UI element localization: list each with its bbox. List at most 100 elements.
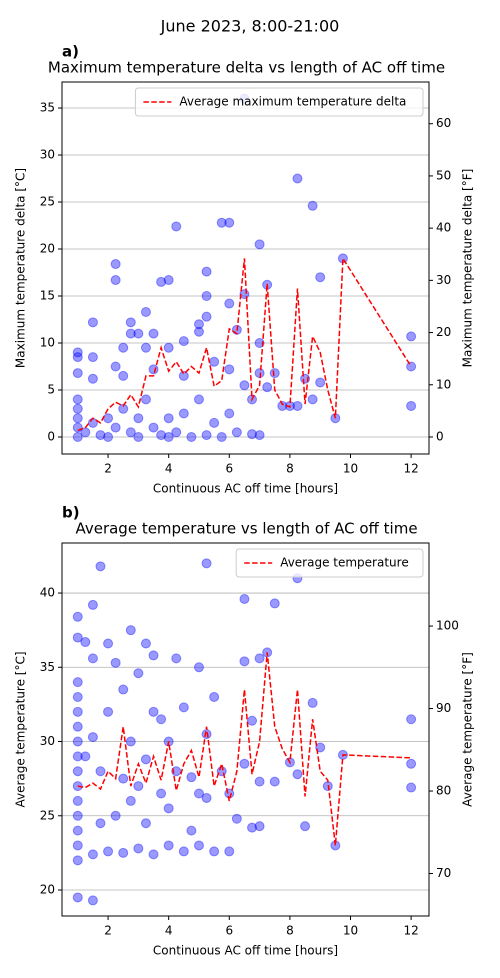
scatter-point	[300, 821, 311, 832]
scatter-point	[72, 795, 83, 806]
scatter-point	[163, 803, 174, 814]
scatter-point	[156, 714, 167, 725]
y-tick-label: 30	[40, 148, 55, 162]
scatter-point	[239, 656, 250, 667]
scatter-point	[133, 328, 144, 339]
scatter-point	[72, 825, 83, 836]
scatter-point	[80, 751, 91, 762]
x-tick-label: 12	[403, 462, 418, 476]
y-tick-label: 20	[40, 242, 55, 256]
scatter-point	[254, 776, 265, 787]
scatter-point	[72, 736, 83, 747]
y2-tick-label: 100	[436, 619, 459, 633]
scatter-point	[140, 342, 151, 353]
scatter-point	[125, 625, 136, 636]
scatter-point	[72, 751, 83, 762]
scatter-point	[95, 818, 106, 829]
scatter-point	[201, 792, 212, 803]
chart-title: Average temperature vs length of AC off …	[75, 520, 417, 538]
scatter-point	[315, 377, 326, 388]
scatter-point	[307, 394, 318, 405]
y-tick-label: 5	[47, 382, 55, 396]
scatter-point	[72, 413, 83, 424]
scatter-point	[133, 843, 144, 854]
scatter-point	[216, 217, 227, 228]
scatter-point	[163, 342, 174, 353]
scatter-point	[269, 776, 280, 787]
scatter-point	[133, 781, 144, 792]
y2-tick-label: 90	[436, 701, 451, 715]
scatter-point	[87, 317, 98, 328]
scatter-point	[140, 754, 151, 765]
y2-tick-label: 70	[436, 866, 451, 880]
x-tick-label: 4	[165, 462, 173, 476]
plot-area	[72, 93, 417, 442]
y-axis-label: Average temperature [°C]	[14, 651, 28, 807]
scatter-point	[72, 855, 83, 866]
y2-axis-label: Maximum temperature delta [°F]	[461, 169, 475, 368]
scatter-point	[171, 221, 182, 232]
scatter-point	[110, 422, 121, 433]
scatter-point	[148, 422, 159, 433]
axes-frame	[61, 81, 430, 455]
y2-axis-label: Average temperature [°F]	[461, 652, 475, 807]
scatter-point	[406, 782, 417, 793]
x-tick-label: 2	[104, 924, 112, 938]
figure-title: June 2023, 8:00-21:00	[160, 17, 340, 36]
y-tick-label: 40	[40, 586, 55, 600]
scatter-point	[148, 706, 159, 717]
scatter-point	[201, 266, 212, 277]
y2-tick-label: 80	[436, 784, 451, 798]
scatter-point	[103, 846, 114, 857]
scatter-point	[103, 638, 114, 649]
scatter-point	[72, 840, 83, 851]
scatter-point	[209, 356, 220, 367]
scatter-point	[254, 821, 265, 832]
x-tick-label: 8	[286, 924, 294, 938]
scatter-point	[72, 368, 83, 379]
scatter-point	[72, 677, 83, 688]
scatter-point	[118, 773, 129, 784]
x-tick-label: 6	[225, 462, 233, 476]
scatter-point	[193, 662, 204, 673]
scatter-point	[163, 431, 174, 442]
scatter-point	[193, 326, 204, 337]
scatter-point	[292, 769, 303, 780]
panel-label: b)	[62, 504, 80, 522]
x-axis-label: Continuous AC off time [hours]	[153, 482, 338, 496]
scatter-point	[148, 650, 159, 661]
scatter-point	[95, 561, 106, 572]
scatter-point	[209, 691, 220, 702]
scatter-point	[315, 742, 326, 753]
scatter-point	[140, 638, 151, 649]
scatter-point	[133, 413, 144, 424]
y2-tick-label: 20	[436, 325, 451, 339]
legend-box	[134, 87, 424, 117]
scatter-point	[87, 417, 98, 428]
scatter-point	[148, 328, 159, 339]
scatter-point	[247, 429, 258, 440]
scatter-point	[110, 810, 121, 821]
y2-tick-label: 0	[436, 429, 444, 443]
y2-tick-label: 40	[436, 221, 451, 235]
x-tick-label: 12	[403, 924, 418, 938]
scatter-point	[186, 431, 197, 442]
scatter-point	[201, 311, 212, 322]
y2-tick-label: 50	[436, 168, 451, 182]
scatter-point	[148, 849, 159, 860]
scatter-point	[72, 352, 83, 363]
scatter-point	[224, 846, 235, 857]
x-tick-label: 2	[104, 462, 112, 476]
y-tick-label: 25	[40, 808, 55, 822]
scatter-point	[201, 729, 212, 740]
chart-title: Maximum temperature delta vs length of A…	[48, 59, 445, 77]
scatter-point	[163, 275, 174, 286]
scatter-point	[110, 275, 121, 286]
scatter-point	[72, 721, 83, 732]
scatter-point	[87, 732, 98, 743]
scatter-point	[239, 758, 250, 769]
scatter-point	[406, 714, 417, 725]
scatter-point	[156, 430, 167, 441]
scatter-point	[201, 430, 212, 441]
